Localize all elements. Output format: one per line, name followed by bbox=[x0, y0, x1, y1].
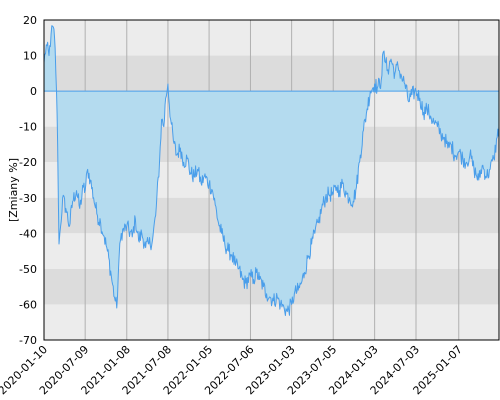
y-tick-label: -10 bbox=[19, 121, 37, 134]
y-tick-label: -50 bbox=[19, 263, 37, 276]
background-band bbox=[44, 304, 499, 340]
plot-border bbox=[43, 19, 500, 341]
y-axis-ticks: 20 10 0 -10 -20 -30 -40 -50 -60 -70 bbox=[19, 14, 37, 347]
y-tick-label: -70 bbox=[19, 334, 37, 347]
y-tick-label: 10 bbox=[23, 50, 37, 63]
background-band bbox=[44, 20, 499, 56]
y-tick-label: 20 bbox=[23, 14, 37, 27]
y-tick-label: -40 bbox=[19, 227, 37, 240]
series-area-fill bbox=[44, 25, 499, 316]
y-axis-label: [Zmiany %] bbox=[7, 158, 20, 222]
background-band bbox=[44, 55, 499, 92]
y-tick-label: 0 bbox=[30, 85, 37, 98]
y-tick-label: -60 bbox=[19, 298, 37, 311]
x-axis-ticks: 2020-01-102020-07-092021-01-082021-07-08… bbox=[0, 343, 465, 397]
y-tick-label: -30 bbox=[19, 192, 37, 205]
y-tick-label: -20 bbox=[19, 156, 37, 169]
series-line bbox=[43, 25, 500, 317]
